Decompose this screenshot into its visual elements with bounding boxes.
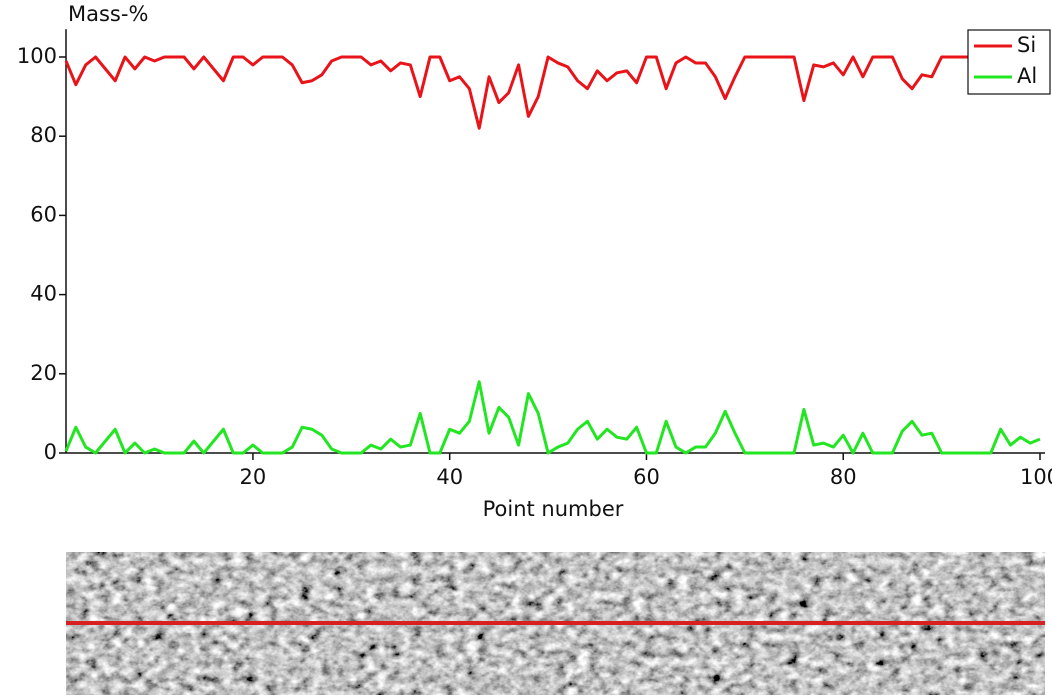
legend-label: Si bbox=[1017, 33, 1036, 57]
x-tick-label: 20 bbox=[240, 465, 267, 489]
y-tick-label: 100 bbox=[17, 44, 57, 68]
series-line bbox=[66, 382, 1040, 453]
x-tick-label: 40 bbox=[436, 465, 463, 489]
legend-box bbox=[968, 30, 1050, 94]
x-tick-label: 100 bbox=[1020, 465, 1052, 489]
legend-label: Al bbox=[1017, 64, 1037, 88]
plot-area: 0 20 40 60 80 100 20 40 60 80 100 Si Al bbox=[17, 29, 1052, 489]
x-tick-label: 60 bbox=[633, 465, 660, 489]
page: {"chart_data": { "type": "line", "ylabel… bbox=[0, 0, 1052, 700]
y-tick-label: 40 bbox=[30, 282, 57, 306]
y-tick-label: 0 bbox=[44, 440, 57, 464]
legend: Si Al bbox=[968, 30, 1050, 94]
x-axis-label: Point number bbox=[483, 497, 624, 521]
y-tick-label: 80 bbox=[30, 123, 57, 147]
y-tick-label: 60 bbox=[30, 202, 57, 226]
sem-image bbox=[66, 552, 1045, 695]
y-tick-label: 20 bbox=[30, 361, 57, 385]
y-axis-label: Mass-% bbox=[68, 2, 148, 26]
x-tick-label: 80 bbox=[830, 465, 857, 489]
series-line bbox=[66, 57, 1040, 128]
chart: Mass-% Point number 0 20 40 60 80 100 20 40 60 80… bbox=[0, 0, 1052, 700]
